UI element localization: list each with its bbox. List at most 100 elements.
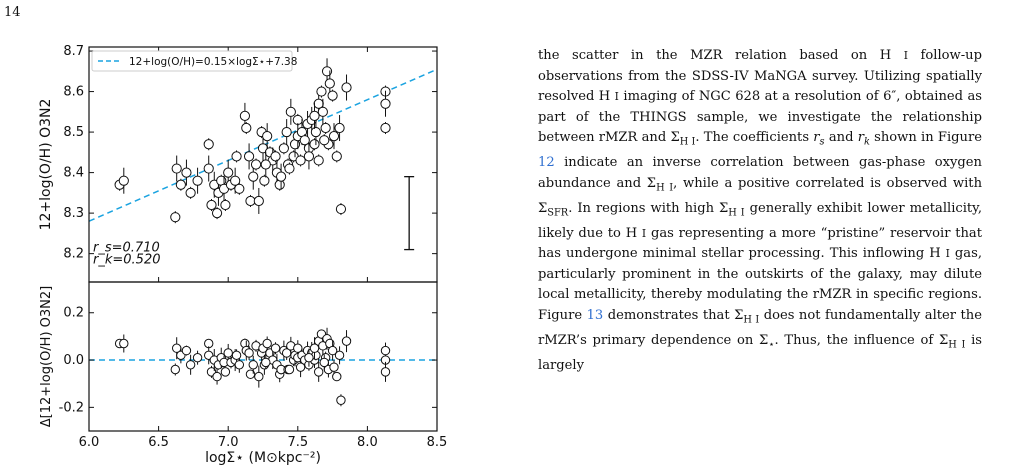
data-point bbox=[243, 151, 255, 162]
y-tick-label: 8.5 bbox=[63, 125, 84, 140]
residual-point bbox=[327, 345, 338, 356]
residual-point bbox=[234, 360, 245, 370]
data-point bbox=[270, 151, 281, 162]
data-point bbox=[206, 199, 217, 211]
residual-point bbox=[185, 360, 196, 370]
data-point bbox=[223, 167, 234, 178]
data-point bbox=[250, 159, 262, 170]
data-point bbox=[248, 171, 259, 182]
y-tick-label: 8.4 bbox=[63, 166, 84, 181]
x-tick-label: 8.0 bbox=[357, 435, 378, 450]
x-tick-label: 8.5 bbox=[427, 435, 448, 450]
data-point bbox=[211, 208, 223, 219]
data-point bbox=[317, 106, 328, 117]
residual-point bbox=[313, 367, 324, 377]
data-point bbox=[278, 143, 289, 154]
y-tick-label: 0.0 bbox=[63, 353, 84, 368]
data-point bbox=[239, 110, 251, 121]
residual-point bbox=[329, 362, 339, 372]
data-point bbox=[220, 199, 231, 211]
data-point bbox=[170, 212, 181, 223]
bottom-panel-frame bbox=[88, 281, 438, 432]
paragraph-text-run: H I bbox=[728, 207, 745, 219]
paragraph-text-run: , while a positive correlated is observe… bbox=[538, 175, 983, 216]
data-point bbox=[380, 98, 391, 109]
data-point bbox=[245, 195, 256, 207]
paragraph-text-run: . Thus, the influence of Σ bbox=[774, 332, 949, 348]
residual-point bbox=[245, 369, 256, 379]
paragraph-text-run: H I bbox=[948, 339, 966, 351]
data-point bbox=[192, 175, 203, 186]
y-axis-label-bottom: Δ[12+log(O/H) O3N2] bbox=[39, 286, 54, 427]
paragraph-text-run: ⋆ bbox=[768, 339, 775, 351]
residual-point bbox=[119, 338, 129, 349]
data-point bbox=[171, 163, 182, 174]
paragraph-text-run: follow-up observations from the SDSS-IV … bbox=[538, 48, 982, 104]
paragraph-text-run: gas representing a more “pristine” reser… bbox=[538, 225, 983, 262]
y-tick-label: 8.7 bbox=[63, 44, 84, 59]
figure-reference-link[interactable]: 13 bbox=[586, 307, 604, 323]
y-tick-label: 8.3 bbox=[63, 206, 84, 221]
figure-mzr-scatter: 6.0 6.5 7.0 7.5 8.0 8.5 8.2 8.3 8.4 8.5 8.6 8.7 -0.2… bbox=[38, 44, 448, 466]
residual-point bbox=[244, 348, 254, 358]
paragraph-text-run: is largely bbox=[538, 332, 983, 374]
paragraph-text-run: and bbox=[824, 130, 858, 145]
paragraph-text-run: shown in Figure bbox=[869, 130, 982, 145]
paragraph-text-run: . The coefficients bbox=[695, 130, 814, 145]
data-point bbox=[284, 163, 295, 174]
data-point bbox=[203, 163, 214, 174]
x-tick-label: 6.5 bbox=[148, 435, 169, 450]
paragraph-text-run: the scatter in the MZR relation based on… bbox=[538, 48, 904, 63]
data-point bbox=[324, 78, 335, 89]
y-tick-label: 8.2 bbox=[63, 247, 84, 262]
x-tick-label: 7.0 bbox=[218, 435, 239, 450]
legend-label: 12+log(O/H)=0.15×logΣ⋆+7.38 bbox=[129, 56, 297, 68]
data-point bbox=[309, 110, 320, 121]
residual-point bbox=[192, 352, 203, 363]
residual-point bbox=[284, 364, 295, 375]
paragraph-text-run: H I bbox=[679, 136, 696, 148]
residual-point bbox=[304, 352, 314, 363]
residual-point bbox=[380, 367, 391, 377]
data-point bbox=[303, 151, 315, 162]
data-point bbox=[309, 139, 320, 150]
paragraph-text-run: I bbox=[614, 90, 619, 103]
y-axis-label-top: 12+log(O/H) O3N2 bbox=[38, 99, 54, 231]
data-point bbox=[230, 175, 241, 186]
data-point bbox=[118, 175, 129, 186]
paragraph-text-run: . In regions with high Σ bbox=[568, 200, 729, 216]
residual-point bbox=[319, 357, 329, 368]
x-tick-label: 7.5 bbox=[287, 435, 308, 450]
data-point bbox=[335, 203, 347, 215]
data-point bbox=[262, 131, 273, 142]
x-axis-label: logΣ⋆ (M⊙kpc⁻²) bbox=[205, 450, 321, 466]
data-point bbox=[185, 187, 196, 198]
residual-point bbox=[332, 371, 342, 382]
data-point bbox=[328, 131, 340, 142]
rs-annotation: r_s=0.710 bbox=[93, 241, 160, 256]
data-point bbox=[285, 106, 296, 117]
data-point bbox=[181, 167, 192, 178]
residual-point bbox=[181, 345, 192, 356]
data-point bbox=[313, 155, 324, 166]
figure-reference-link[interactable]: 12 bbox=[538, 155, 555, 171]
paragraph-text-run: I bbox=[903, 49, 908, 62]
data-point bbox=[316, 86, 327, 97]
residual-point bbox=[248, 360, 258, 370]
paragraph-text-run: k bbox=[863, 136, 870, 148]
body-paragraph: the scatter in the MZR relation based on… bbox=[538, 46, 982, 377]
data-point bbox=[331, 151, 342, 162]
data-point bbox=[241, 122, 252, 134]
rk-annotation: r_k=0.520 bbox=[93, 253, 160, 268]
residual-point bbox=[334, 350, 345, 361]
residual-point bbox=[309, 343, 320, 353]
data-point bbox=[380, 122, 391, 134]
data-point bbox=[327, 90, 338, 101]
paragraph-text-run: H I bbox=[743, 314, 760, 326]
data-point bbox=[320, 122, 331, 134]
y-tick-label: -0.2 bbox=[59, 400, 84, 415]
paragraph-text-run: I bbox=[945, 247, 950, 261]
residual-point bbox=[295, 362, 306, 372]
data-point bbox=[260, 159, 271, 170]
residual-point bbox=[380, 345, 391, 356]
